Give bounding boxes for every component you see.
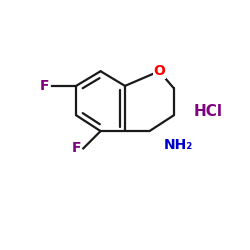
Text: NH₂: NH₂ bbox=[164, 138, 193, 152]
Text: HCl: HCl bbox=[194, 104, 222, 119]
Text: O: O bbox=[153, 64, 165, 78]
Text: F: F bbox=[71, 142, 81, 156]
Text: F: F bbox=[40, 79, 49, 93]
